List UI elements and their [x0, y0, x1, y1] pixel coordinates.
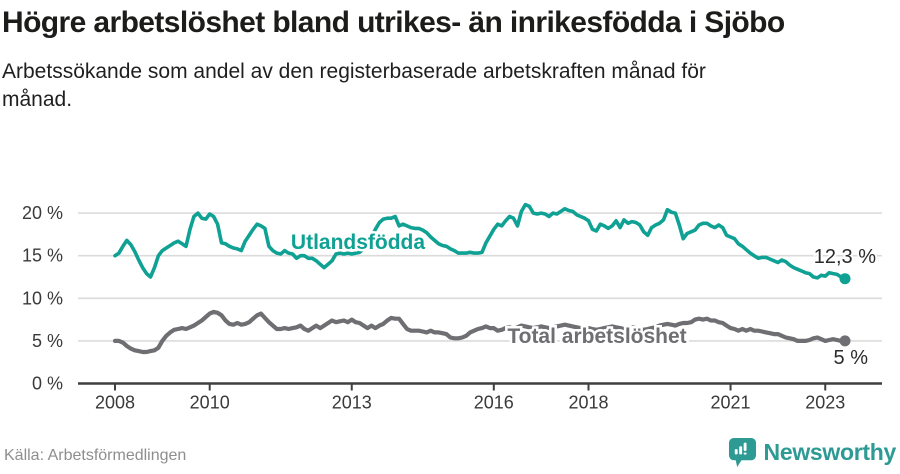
- x-tick-label-2023: 2023: [805, 393, 845, 413]
- end-value-label-total: 5 %: [834, 347, 869, 369]
- y-tick-label-10: 10 %: [22, 288, 63, 308]
- line-utlandsfodda: [113, 202, 847, 281]
- line-total: [112, 309, 848, 355]
- newsworthy-logo: Newsworthy: [728, 437, 896, 468]
- chart-header: Högre arbetslöshet bland utrikes- än inr…: [0, 0, 900, 114]
- x-tick-label-2021: 2021: [711, 393, 751, 413]
- end-value-label-utlandsfodda: 12,3 %: [814, 246, 876, 268]
- line-chart: 0 % 5 % 10 % 15 % 20 % 2008 2010 2013 2016 2018 20…: [22, 202, 882, 413]
- chart-subtitle: Arbetssökande som andel av den registerb…: [2, 60, 706, 111]
- series-label-utlandsfodda: Utlandsfödda: [291, 231, 425, 254]
- end-dot-total: [839, 335, 851, 347]
- x-tick-label-2013: 2013: [332, 393, 372, 413]
- chart-footer: Källa: Arbetsförmedlingen Newsworthy: [0, 437, 900, 474]
- x-tick-label-2008: 2008: [95, 393, 135, 413]
- y-tick-label-20: 20 %: [22, 203, 63, 223]
- x-tick-label-2016: 2016: [474, 393, 514, 413]
- newsworthy-logo-text: Newsworthy: [763, 439, 897, 465]
- x-tick-label-2018: 2018: [568, 393, 608, 413]
- newsworthy-speech-bubble-bar-chart-icon: [728, 438, 756, 467]
- y-tick-label-0: 0 %: [32, 374, 63, 394]
- series-label-total: Total arbetslöshet: [507, 325, 686, 348]
- y-tick-label-15: 15 %: [22, 246, 63, 266]
- x-tick-label-2010: 2010: [190, 393, 230, 413]
- source-note: Källa: Arbetsförmedlingen: [4, 447, 187, 464]
- end-dot-utlandsfodda: [839, 273, 851, 285]
- y-tick-label-5: 5 %: [32, 331, 63, 351]
- chart-title: Högre arbetslöshet bland utrikes- än inr…: [2, 6, 785, 39]
